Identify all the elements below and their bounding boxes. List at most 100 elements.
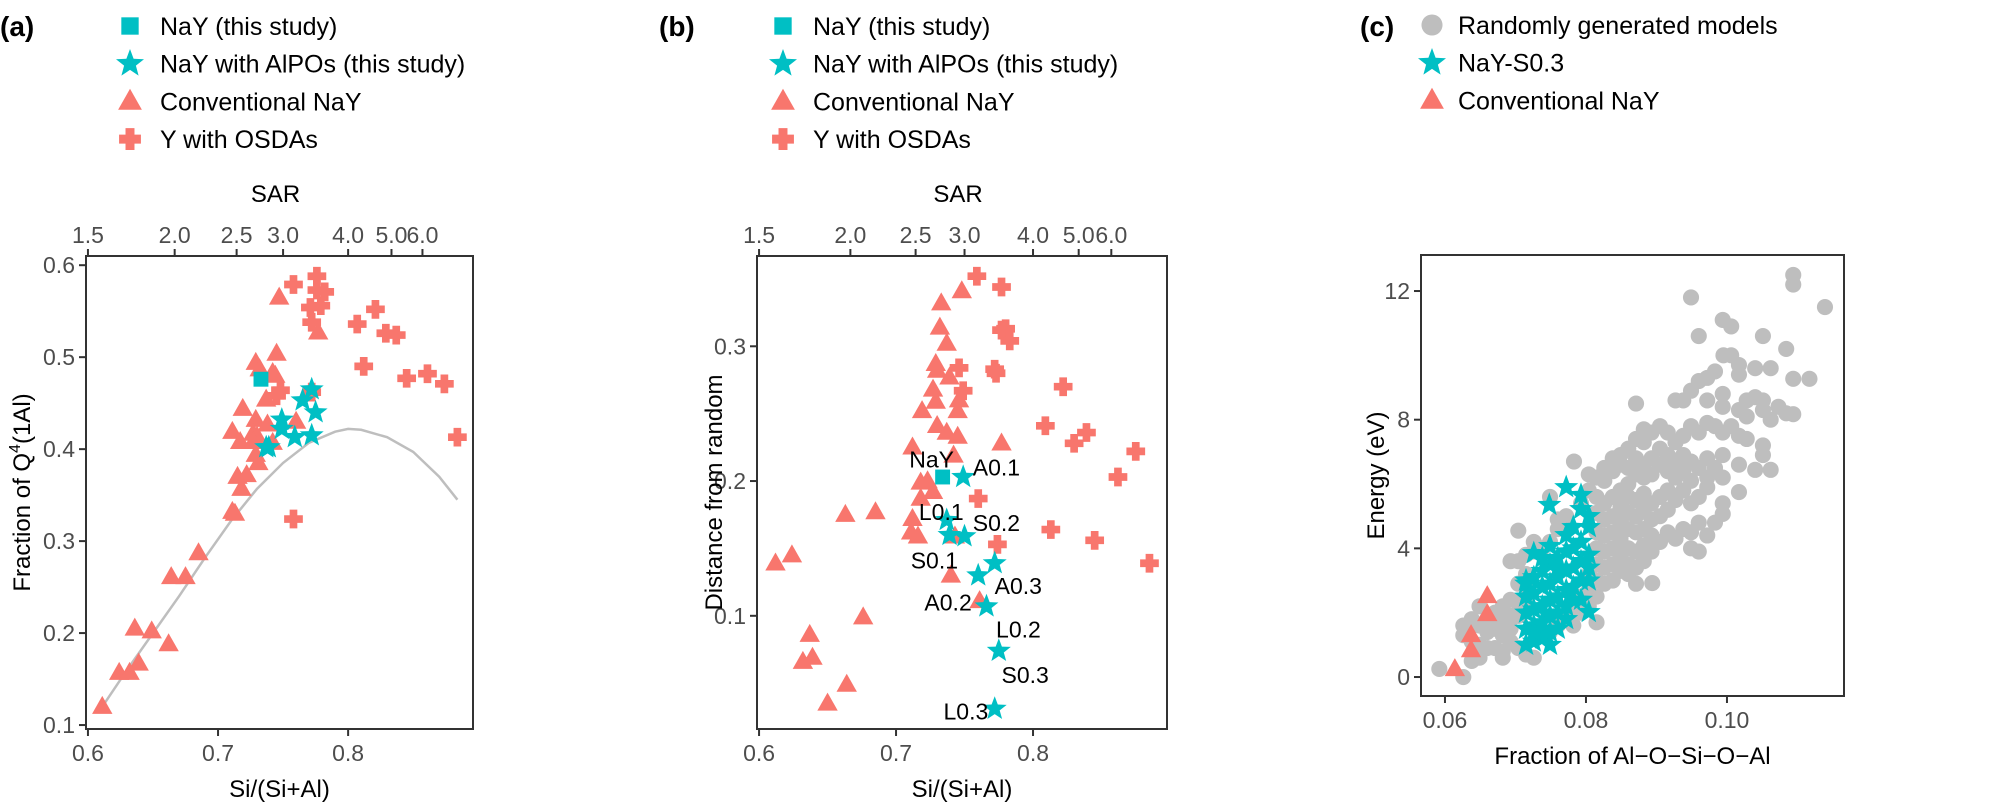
top-tick-label: 2.0 <box>834 222 866 248</box>
data-point <box>1140 553 1159 573</box>
data-point <box>1682 524 1700 541</box>
legend-star-icon <box>1418 48 1446 75</box>
data-point <box>1554 522 1579 546</box>
data-point <box>1576 514 1601 538</box>
data-point <box>1537 492 1562 516</box>
legend-triangle-icon <box>771 88 795 110</box>
data-point <box>1627 575 1645 592</box>
data-point <box>284 509 303 529</box>
data-point <box>1460 624 1482 643</box>
series-nay-with-alpos-this-study- <box>934 464 1011 719</box>
x-tick-label: 0.6 <box>743 740 775 766</box>
panel-b: (b) NaY (this study) NaY with AlPOs (this … <box>659 11 1168 803</box>
data-point <box>982 696 1007 719</box>
data-point <box>308 321 329 340</box>
data-point <box>1699 527 1716 544</box>
data-point <box>911 400 933 419</box>
data-point <box>1514 567 1538 591</box>
y-tick-label: 0.1 <box>43 712 75 738</box>
data-point <box>282 424 307 448</box>
x-axis-title: Si/(Si+Al) <box>912 776 1013 803</box>
legend-label: NaY (this study) <box>813 13 990 41</box>
data-point <box>1778 340 1795 357</box>
data-point <box>910 487 931 506</box>
data-point <box>418 364 437 384</box>
data-point <box>1494 649 1511 666</box>
legend-label: Conventional NaY <box>1458 87 1660 115</box>
data-point <box>1762 411 1779 428</box>
panel-c: (c) Randomly generated models NaY-S0.3 Conv… <box>1360 11 1845 770</box>
data-point <box>967 266 987 286</box>
plot-frame <box>756 255 1168 730</box>
data-point <box>974 593 999 617</box>
data-point <box>1762 461 1779 478</box>
data-point <box>302 312 322 332</box>
data-point <box>1588 488 1605 505</box>
point-annotation: NaY <box>909 446 954 472</box>
top-axis-title: SAR <box>933 181 982 208</box>
data-point <box>397 368 417 388</box>
data-point <box>1460 639 1482 658</box>
series-y-with-osdas <box>267 266 467 529</box>
data-point <box>953 381 973 401</box>
legend-star-icon <box>116 49 144 76</box>
data-point <box>1545 564 1570 588</box>
data-point <box>1554 577 1579 601</box>
data-point <box>188 542 209 561</box>
legend-triangle-icon <box>118 88 142 110</box>
data-point <box>236 464 257 483</box>
data-point <box>1477 585 1498 604</box>
data-point <box>1514 600 1538 623</box>
plot-frame <box>1420 254 1845 697</box>
data-point <box>435 374 454 394</box>
data-point <box>1747 461 1764 478</box>
data-point <box>386 325 406 345</box>
data-point <box>232 397 253 416</box>
data-point <box>1510 522 1527 539</box>
top-tick-label: 4.0 <box>1017 222 1049 248</box>
data-point <box>781 544 803 563</box>
data-point <box>303 399 328 423</box>
data-point <box>231 477 252 496</box>
legend-label: Randomly generated models <box>1458 12 1778 40</box>
data-point <box>952 523 977 547</box>
top-axis-title: SAR <box>251 181 300 208</box>
top-tick-label: 2.0 <box>159 222 191 248</box>
data-point <box>222 420 243 439</box>
data-point <box>765 552 786 571</box>
data-point <box>968 489 988 508</box>
top-tick-label: 6.0 <box>406 222 438 248</box>
y-tick-label: 0.5 <box>43 344 75 370</box>
data-point <box>852 606 874 625</box>
data-point <box>1690 327 1707 345</box>
data-point <box>939 366 960 385</box>
data-point <box>1714 385 1731 403</box>
data-point <box>1738 430 1755 448</box>
data-point <box>1580 466 1597 483</box>
data-point <box>943 444 964 463</box>
data-point <box>817 692 838 711</box>
data-point <box>245 408 266 427</box>
data-point <box>835 503 856 522</box>
data-point <box>448 427 467 447</box>
point-annotation: S0.2 <box>973 510 1020 536</box>
data-point <box>1530 622 1555 646</box>
data-point <box>1530 609 1555 633</box>
y-tick-label: 8 <box>1397 407 1410 433</box>
data-point <box>1041 520 1061 539</box>
y-axis-title: Fraction of Q4(1Al) <box>7 393 36 591</box>
data-point <box>1554 539 1579 562</box>
data-point <box>224 502 246 521</box>
data-point <box>1477 603 1498 622</box>
data-point <box>92 695 113 714</box>
data-point <box>865 501 886 520</box>
data-point <box>902 507 923 526</box>
data-point <box>1521 564 1546 588</box>
data-point <box>986 363 1006 383</box>
data-point <box>366 299 385 319</box>
data-point <box>1530 558 1555 582</box>
data-point <box>1126 442 1146 461</box>
data-point <box>1569 529 1593 553</box>
data-point <box>966 562 991 586</box>
data-point <box>285 410 307 429</box>
